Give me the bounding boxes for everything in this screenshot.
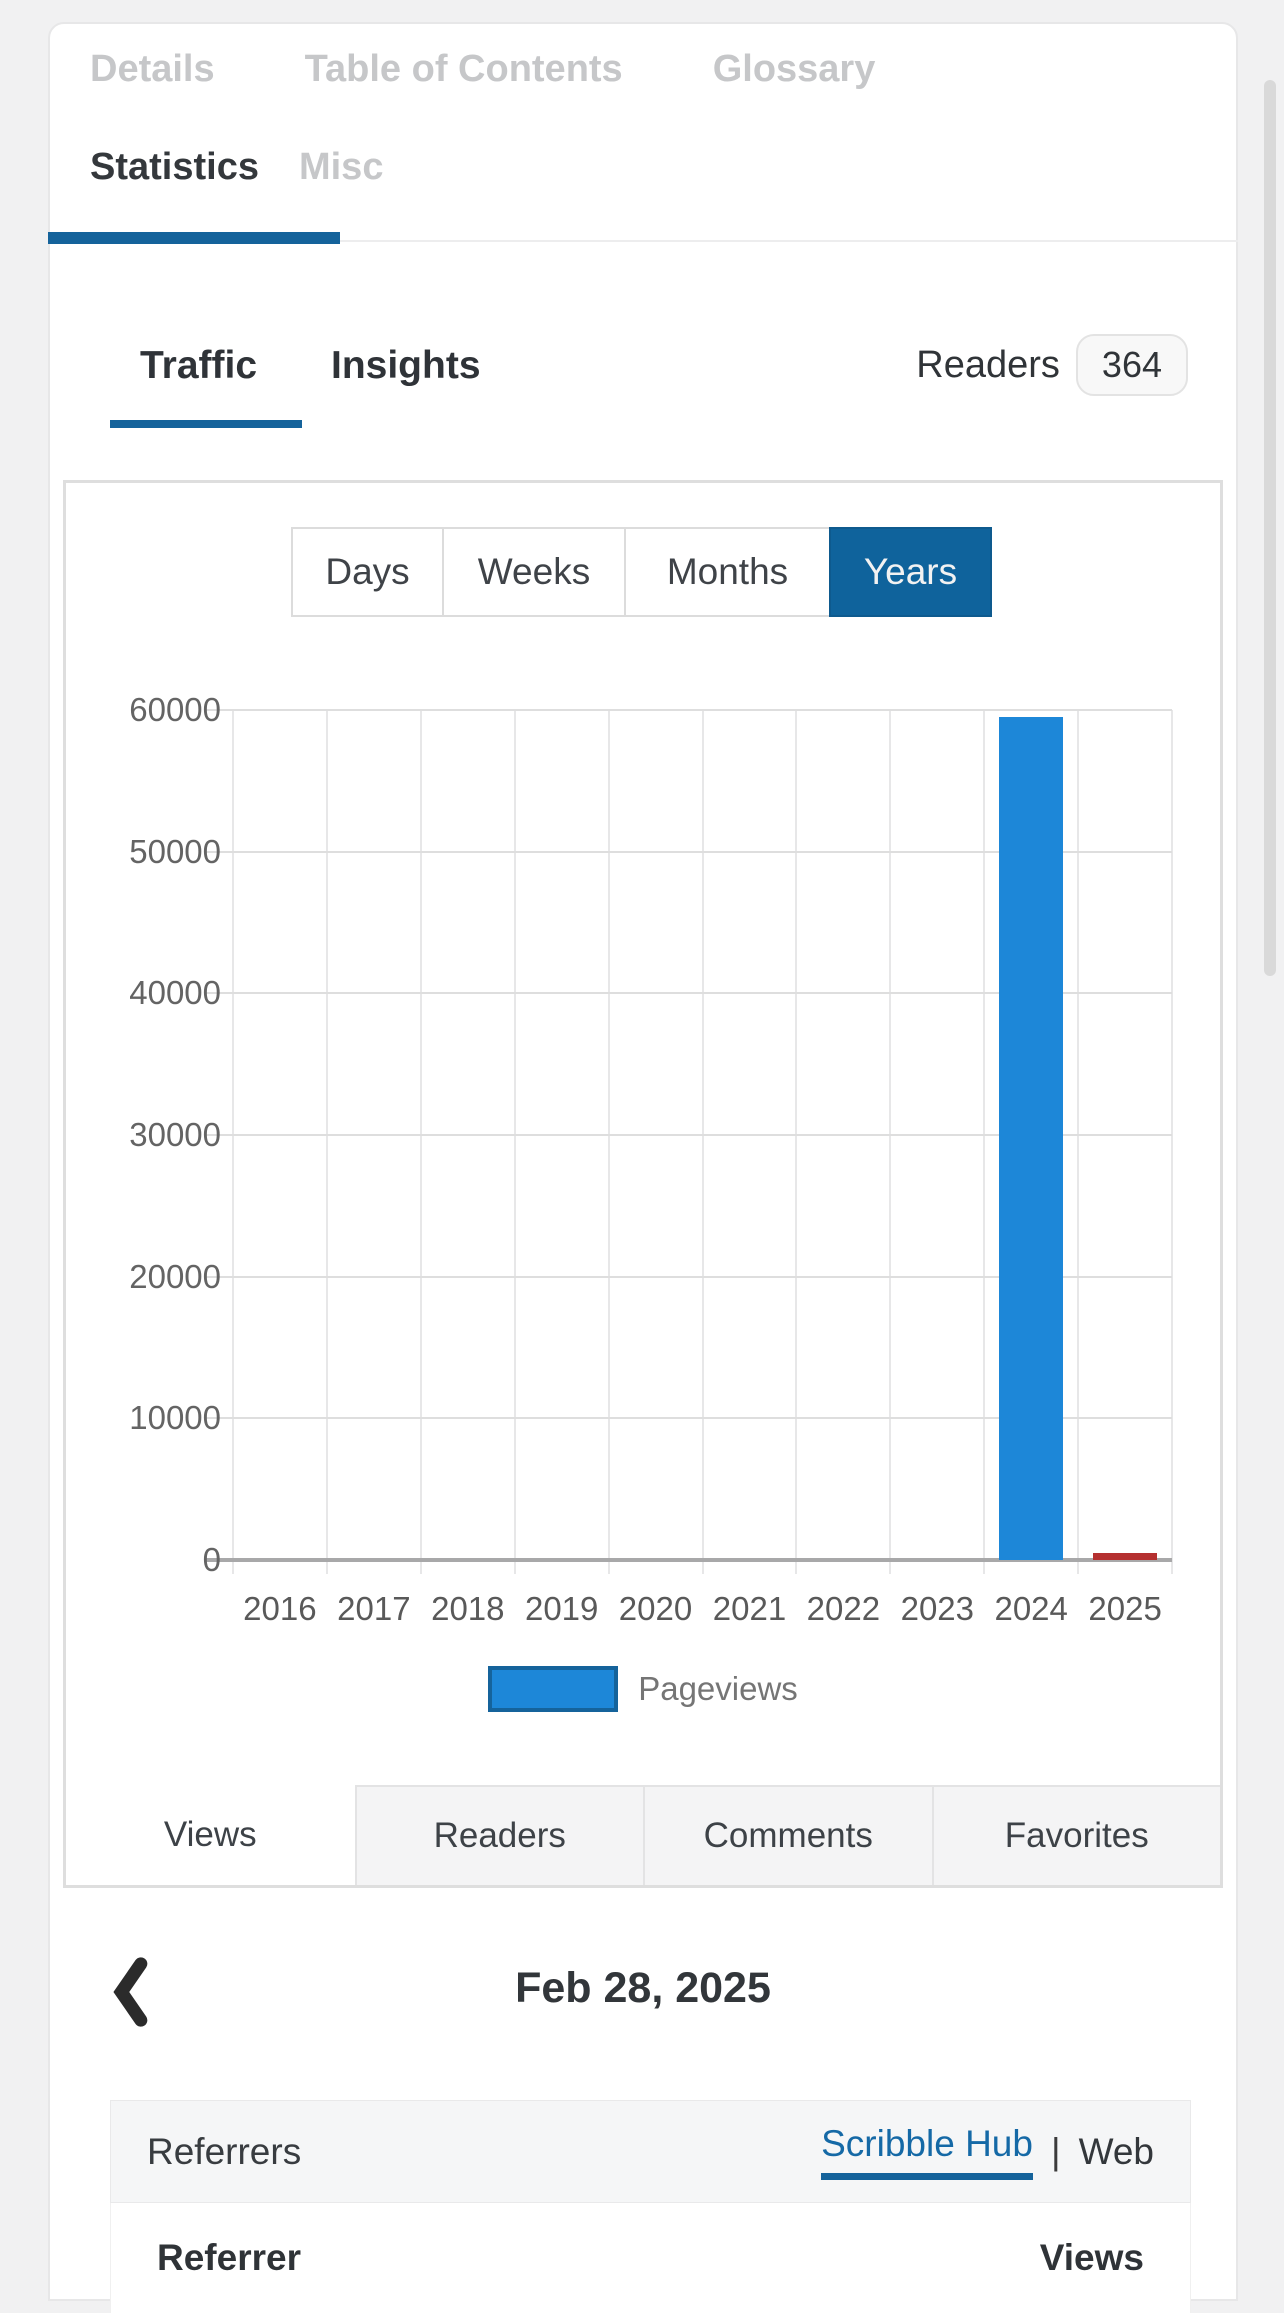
x-axis-tick-label: 2020 (618, 1590, 693, 1627)
metric-tab-readers[interactable]: Readers (354, 1785, 643, 1885)
x-axis-tick-label: 2023 (900, 1590, 975, 1627)
secondary-tab-bar: Statistics Misc (90, 146, 383, 189)
bar-2025[interactable] (1093, 1553, 1158, 1560)
chart-x-axis-line (205, 1558, 1172, 1562)
y-axis-tick-label: 60000 (129, 691, 221, 728)
chart-horizontal-gridline (205, 1275, 1172, 1278)
metric-tab-views[interactable]: Views (66, 1785, 355, 1885)
tab-glossary[interactable]: Glossary (712, 48, 876, 90)
chart-vertical-gridline (889, 710, 892, 1574)
chart-legend: Pageviews (66, 1666, 1220, 1712)
y-axis-tick-label: 30000 (129, 1116, 221, 1153)
y-axis-tick-label: 10000 (129, 1399, 221, 1437)
chart-vertical-gridline (325, 710, 328, 1574)
tab-misc[interactable]: Misc (298, 146, 384, 188)
chart-horizontal-gridline (205, 1134, 1172, 1136)
readers-label: Readers (916, 343, 1060, 386)
referrers-section: Referrers Scribble Hub | Web Referrer Vi… (110, 2100, 1191, 2313)
chart-vertical-gridline (607, 710, 610, 1574)
referrers-table-header: Referrer Views (110, 2203, 1191, 2313)
scribble-hub-link[interactable]: Scribble Hub (821, 2123, 1033, 2180)
period-selector: Days Weeks Months Years (291, 527, 992, 617)
chart-vertical-gridline (513, 710, 516, 1574)
chevron-left-icon (113, 1957, 148, 2027)
x-axis-tick-label: 2021 (712, 1590, 787, 1627)
chart-vertical-gridline (795, 710, 798, 1574)
web-link[interactable]: Web (1078, 2130, 1154, 2172)
tab-table-of-contents[interactable]: Table of Contents (304, 48, 623, 90)
pageviews-legend-label: Pageviews (638, 1670, 798, 1707)
tab-insights[interactable]: Insights (331, 344, 481, 387)
views-column-header: Views (1039, 2237, 1144, 2278)
chart-vertical-gridline (1171, 710, 1173, 1574)
x-axis-tick-label: 2016 (243, 1590, 317, 1627)
y-axis-tick-label: 20000 (129, 1257, 221, 1295)
referrers-header: Referrers Scribble Hub | Web (110, 2100, 1191, 2203)
top-tab-bar: Details Table of Contents Glossary (90, 48, 875, 91)
chart-vertical-gridline (419, 710, 422, 1574)
chart-vertical-gridline (701, 710, 704, 1574)
period-months-button[interactable]: Months (624, 527, 831, 617)
y-axis-tick-label: 50000 (129, 832, 221, 870)
period-years-button[interactable]: Years (829, 527, 992, 617)
chart-horizontal-gridline (205, 709, 1172, 711)
metric-tab-comments[interactable]: Comments (643, 1785, 932, 1885)
tab-statistics[interactable]: Statistics (90, 146, 259, 188)
x-axis-tick-label: 2025 (1088, 1590, 1162, 1627)
x-axis-tick-label: 2018 (431, 1590, 505, 1627)
bar-2024[interactable] (999, 717, 1064, 1560)
metric-tab-favorites[interactable]: Favorites (931, 1785, 1220, 1885)
statistics-active-underline (48, 232, 340, 244)
chart-horizontal-gridline (205, 850, 1172, 853)
chart-vertical-gridline (1077, 710, 1080, 1574)
metric-tab-bar: Views Readers Comments Favorites (66, 1785, 1220, 1885)
chart-horizontal-gridline (205, 992, 1172, 995)
current-date-label: Feb 28, 2025 (515, 1964, 771, 2012)
x-axis-tick-label: 2019 (524, 1590, 599, 1627)
pageviews-legend-swatch (488, 1666, 619, 1712)
referrers-title: Referrers (147, 2130, 302, 2172)
chart-vertical-gridline (983, 710, 986, 1574)
page-scrollbar-thumb[interactable] (1264, 80, 1276, 976)
x-axis-tick-label: 2022 (806, 1590, 881, 1627)
chart-horizontal-gridline (205, 1417, 1172, 1420)
tab-traffic[interactable]: Traffic (140, 344, 258, 387)
referrer-column-header: Referrer (157, 2237, 301, 2278)
period-weeks-button[interactable]: Weeks (442, 527, 626, 617)
x-axis-tick-label: 2017 (337, 1590, 411, 1627)
chart-vertical-gridline (232, 710, 234, 1574)
y-axis-tick-label: 40000 (129, 974, 221, 1012)
x-axis-tick-label: 2024 (994, 1590, 1068, 1627)
readers-count-badge: 364 (1075, 334, 1188, 396)
referrer-source-links: Scribble Hub | Web (821, 2123, 1154, 2180)
readers-summary: Readers 364 (916, 334, 1188, 396)
previous-date-button[interactable] (104, 1952, 174, 2032)
tab-divider (48, 240, 1238, 242)
pageviews-bar-chart: 0 10000 20000 30000 40000 50000 60000 2016 2017 2… (66, 483, 1220, 1885)
traffic-active-underline (110, 420, 302, 428)
tab-details[interactable]: Details (90, 48, 215, 90)
link-separator: | (1050, 2130, 1061, 2172)
y-axis-tick-label: 0 (202, 1541, 221, 1578)
